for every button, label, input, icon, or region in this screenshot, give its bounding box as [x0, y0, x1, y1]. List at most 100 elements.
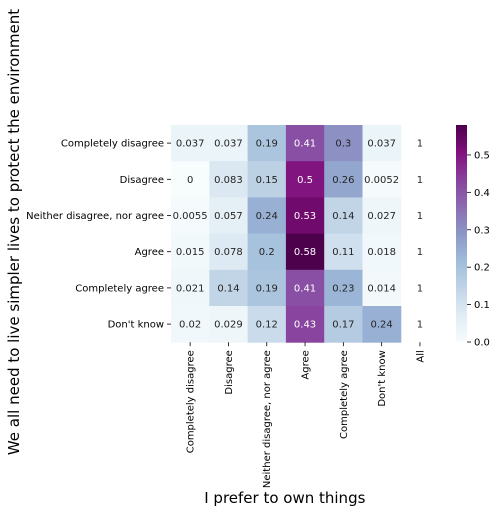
- heatmap-cell: [324, 269, 363, 307]
- heatmap-cell-label: 0.5: [297, 175, 313, 186]
- heatmap-cell: [247, 233, 287, 271]
- heatmap-cell: [171, 125, 210, 162]
- y-axis-ticks: Completely disagree Disagree Neither disag…: [26, 139, 171, 331]
- heatmap-cell-label: 0.014: [367, 283, 396, 294]
- heatmap-cell: [285, 269, 325, 307]
- heatmap-cell-label: 0.41: [294, 283, 316, 294]
- x-tick-label: Completely agree: [339, 350, 350, 439]
- heatmap-cell-label: 0.037: [176, 139, 205, 150]
- y-tick-label: Agree: [135, 247, 164, 258]
- heatmap-cell-label: 0.14: [332, 211, 354, 222]
- heatmap-cell: [285, 197, 325, 235]
- heatmap-cell: [324, 125, 363, 162]
- heatmap-cell: [171, 233, 210, 271]
- y-tick-label: Completely disagree: [61, 139, 164, 150]
- heatmap-cell: [362, 306, 402, 343]
- heatmap-cell-label: 1: [417, 247, 423, 258]
- heatmap-cell-labels: 0.037 0.037 0.19 0.41 0.3 0.037 1 0 0.083 0.15 0.5…: [173, 139, 423, 331]
- colorbar-tick-label: 0.5: [474, 150, 490, 161]
- heatmap-cell: [362, 269, 402, 307]
- heatmap-cell-label: 0.53: [294, 211, 316, 222]
- heatmap-cell-label: 0.19: [256, 139, 278, 150]
- heatmap-cell-label: 0.018: [367, 247, 396, 258]
- y-tick-label: Completely agree: [75, 283, 164, 294]
- heatmap-cell: [362, 233, 402, 271]
- heatmap-cell-label: 0.2: [259, 247, 275, 258]
- heatmap-cell-label: 0.19: [256, 283, 278, 294]
- heatmap-cell-label: 0.083: [214, 175, 243, 186]
- heatmap-cell: [247, 269, 287, 307]
- heatmap-cell: [362, 125, 402, 162]
- heatmap-cell: [285, 161, 325, 198]
- heatmap-cell: [285, 233, 325, 271]
- heatmap-cell: [209, 306, 249, 343]
- heatmap-cell-label: 1: [417, 211, 423, 222]
- heatmap-cell: [362, 197, 402, 235]
- heatmap-cell-label: 0.027: [367, 211, 396, 222]
- colorbar-gradient: [456, 125, 467, 342]
- y-tick-label: Neither disagree, nor agree: [26, 211, 164, 222]
- heatmap-cell-label: 0.58: [294, 247, 316, 258]
- heatmap-cell: [285, 125, 325, 162]
- heatmap-cell-label: 0.15: [256, 175, 278, 186]
- heatmap-cell: [209, 197, 249, 235]
- heatmap-cell-label: 1: [417, 139, 423, 150]
- y-axis-title: We all need to live simpler lives to pro…: [5, 9, 23, 455]
- heatmap-cell-label: 0.26: [332, 175, 354, 186]
- heatmap-cell-label: 1: [417, 283, 423, 294]
- heatmap-cell-label: 0.037: [367, 139, 396, 150]
- x-tick-label: All: [415, 350, 426, 362]
- heatmap-cell: [324, 233, 363, 271]
- heatmap-cell: [247, 306, 287, 343]
- heatmap-cell: [209, 269, 249, 307]
- heatmap-cell-label: 0: [187, 175, 193, 186]
- heatmap-cell: [285, 306, 325, 343]
- heatmap-cell-label: 0.015: [176, 247, 205, 258]
- heatmap-cell-label: 0.078: [214, 247, 243, 258]
- heatmap-cell: [324, 197, 363, 235]
- heatmap-cell: [362, 161, 402, 198]
- x-tick-label: Neither disagree, nor agree: [262, 350, 273, 488]
- heatmap-cell-label: 0.41: [294, 139, 316, 150]
- heatmap-cell-label: 0.14: [217, 283, 239, 294]
- heatmap-cell-label: 0.057: [214, 211, 243, 222]
- heatmap-cell: [171, 197, 210, 235]
- heatmap-cell-label: 1: [417, 320, 423, 331]
- heatmap-cell-label: 1: [417, 175, 423, 186]
- colorbar-tick-label: 0.3: [474, 225, 490, 236]
- colorbar-tick-label: 0.0: [474, 338, 490, 349]
- heatmap-cell-label: 0.02: [179, 320, 201, 331]
- y-tick-label: Disagree: [120, 175, 164, 186]
- heatmap-cell-label: 0.23: [332, 283, 354, 294]
- heatmap-cell-label: 0.3: [335, 139, 351, 150]
- x-tick-label: Completely disagree: [186, 350, 197, 453]
- heatmap-cell-label: 0.24: [371, 320, 393, 331]
- x-tick-label: Agree: [301, 350, 312, 379]
- heatmap-cell: [324, 161, 363, 198]
- heatmap-cell-label: 0.037: [214, 139, 243, 150]
- heatmap-cell: [171, 269, 210, 307]
- x-axis-ticks: Completely disagree Disagree Neither disag…: [186, 342, 426, 488]
- heatmap-cell: [209, 125, 249, 162]
- heatmap-cell-label: 0.12: [256, 320, 278, 331]
- x-tick-label: Don't know: [377, 350, 388, 406]
- heatmap-cell: [247, 197, 287, 235]
- x-tick-label: Disagree: [224, 350, 235, 394]
- x-axis-title: I prefer to own things: [204, 489, 365, 507]
- heatmap-cell: [209, 233, 249, 271]
- heatmap-cell: [247, 125, 287, 162]
- heatmap-cell-label: 0.0055: [173, 211, 208, 222]
- colorbar-tick-label: 0.2: [474, 263, 490, 274]
- heatmap-cell-label: 0.029: [214, 320, 243, 331]
- heatmap-cell: [171, 161, 210, 198]
- heatmap-cell-label: 0.17: [332, 320, 354, 331]
- heatmap-cell-label: 0.24: [256, 211, 278, 222]
- colorbar-tick-label: 0.4: [474, 188, 490, 199]
- colorbar: 0.0 0.1 0.2 0.3 0.4 0.5: [456, 125, 490, 349]
- heatmap-cell: [171, 306, 210, 343]
- heatmap-cells: [171, 125, 402, 343]
- heatmap-cell: [324, 306, 363, 343]
- y-tick-label: Don't know: [108, 320, 164, 331]
